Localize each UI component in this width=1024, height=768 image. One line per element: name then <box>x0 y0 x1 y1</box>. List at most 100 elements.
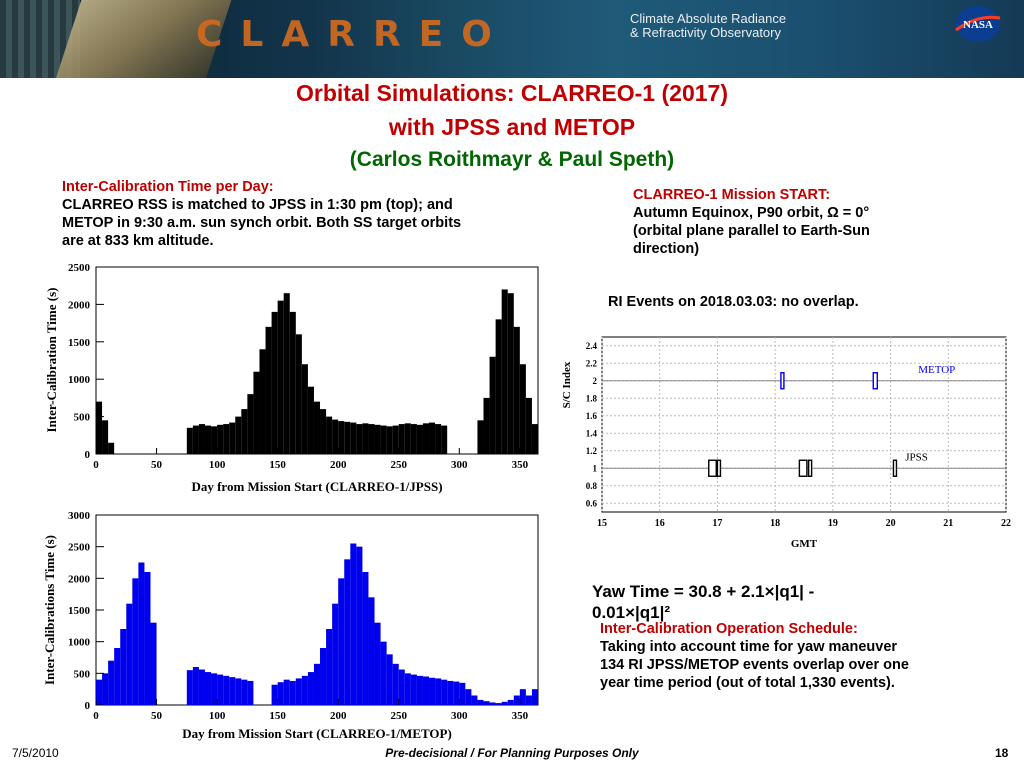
x-tick-label: 18 <box>770 518 780 529</box>
bar <box>374 424 381 454</box>
bar <box>398 424 405 454</box>
bar <box>114 648 121 705</box>
bar <box>362 423 369 454</box>
bar <box>295 334 302 454</box>
x-axis-label: Day from Mission Start (CLARREO-1/METOP) <box>182 726 452 741</box>
bar <box>338 421 345 454</box>
bar <box>531 689 538 705</box>
bar <box>489 356 496 454</box>
bar <box>350 543 357 705</box>
plot-frame <box>601 336 1007 513</box>
bar <box>247 680 254 705</box>
footer-date: 7/5/2010 <box>12 746 59 760</box>
bar <box>307 672 314 705</box>
y-tick-label: 1000 <box>68 374 91 386</box>
x-tick-label: 50 <box>151 710 163 722</box>
event-marker <box>872 372 878 390</box>
x-tick-label: 0 <box>93 710 99 722</box>
mission-start-text: CLARREO-1 Mission START: Autumn Equinox,… <box>633 186 1003 258</box>
bar <box>295 678 302 705</box>
y-tick-label: 2.4 <box>586 341 598 351</box>
x-tick-label: 0 <box>93 459 99 471</box>
bar <box>344 559 351 705</box>
x-tick-label: 300 <box>451 459 468 471</box>
y-tick-label: 1 <box>593 463 598 473</box>
bar <box>320 648 327 705</box>
x-tick-label: 350 <box>512 459 529 471</box>
x-tick-label: 16 <box>655 518 665 529</box>
bar <box>386 426 393 454</box>
bar <box>198 669 205 705</box>
bar <box>471 695 478 705</box>
bar <box>289 680 296 705</box>
title-line1: Orbital Simulations: CLARREO-1 (2017) <box>296 80 728 106</box>
bar <box>223 675 230 705</box>
y-tick-label: 1.8 <box>586 393 598 403</box>
jpss-intercalibration-chart: Inter-Calibration Time (s) Day from Miss… <box>42 255 542 497</box>
bar <box>259 349 266 454</box>
bar <box>108 660 115 705</box>
bar <box>483 701 490 705</box>
bar <box>223 424 230 454</box>
bar <box>344 421 351 454</box>
bar <box>150 622 157 705</box>
ri-events-chart: S/C Index GMT 15 16 17 18 19 20 21 22 0.6 0.8 1 1.2… <box>556 325 1022 553</box>
bar <box>204 672 212 705</box>
y-tick-label: 1500 <box>68 337 91 349</box>
y-tick-label: 2500 <box>68 262 91 274</box>
bar <box>313 663 321 705</box>
event-marker <box>798 459 808 477</box>
bar <box>356 546 363 705</box>
x-axis-label: Day from Mission Start (CLARREO-1/JPSS) <box>191 479 442 494</box>
yaw-formula-line1: Yaw Time = 30.8 + 2.1×|q1| - <box>592 582 815 601</box>
bar <box>429 422 436 454</box>
schedule-line1: Taking into account time for yaw maneuve… <box>600 639 898 655</box>
bar <box>362 572 369 705</box>
x-tick-label: 250 <box>390 710 407 722</box>
x-tick-label: 21 <box>943 518 953 529</box>
bar <box>211 673 218 705</box>
bar <box>289 311 296 454</box>
x-tick-label: 350 <box>512 710 529 722</box>
bar <box>465 689 472 705</box>
y-tick-label: 0 <box>85 449 91 461</box>
x-tick-label: 17 <box>712 518 722 529</box>
x-tick-label: 250 <box>390 459 407 471</box>
x-tick-label: 200 <box>330 459 347 471</box>
observatory-line2: & Refractivity Observatory <box>630 25 781 40</box>
bar <box>435 678 442 705</box>
mission-start-line1: Autumn Equinox, P90 orbit, Ω = 0° <box>633 205 870 221</box>
schedule-text: Inter-Calibration Operation Schedule: Ta… <box>600 620 1000 692</box>
mission-start-heading: CLARREO-1 Mission START: <box>633 187 831 203</box>
event-marker <box>892 459 898 477</box>
bar <box>459 682 466 705</box>
bar <box>483 397 490 454</box>
bar <box>186 670 193 705</box>
bar <box>441 679 448 705</box>
bar <box>441 425 448 454</box>
title-authors: (Carlos Roithmayr & Paul Speth) <box>349 148 675 171</box>
y-tick-label: 0.6 <box>586 498 598 508</box>
x-tick-label: 50 <box>151 459 163 471</box>
series-label: JPSS <box>905 451 928 463</box>
page-number: 18 <box>995 746 1009 760</box>
bar <box>368 424 375 454</box>
bar <box>271 684 278 705</box>
bar <box>229 677 236 705</box>
bar <box>277 300 284 454</box>
x-tick-label: 100 <box>209 710 226 722</box>
schedule-heading: Inter-Calibration Operation Schedule: <box>600 621 858 637</box>
bar <box>501 289 508 454</box>
bar <box>404 423 411 454</box>
bar <box>368 597 375 705</box>
chart-background <box>42 505 542 747</box>
ri-events-text: RI Events on 2018.03.03: no overlap. <box>608 294 859 310</box>
y-tick-label: 0.8 <box>586 481 598 491</box>
bar <box>241 409 248 454</box>
mission-start-line3: direction) <box>633 241 700 257</box>
x-tick-label: 100 <box>209 459 226 471</box>
bar <box>313 401 321 454</box>
bar <box>253 371 260 454</box>
left-body-line2: METOP in 9:30 a.m. sun synch orbit. Both… <box>62 215 462 231</box>
y-tick-label: 2000 <box>68 299 91 311</box>
